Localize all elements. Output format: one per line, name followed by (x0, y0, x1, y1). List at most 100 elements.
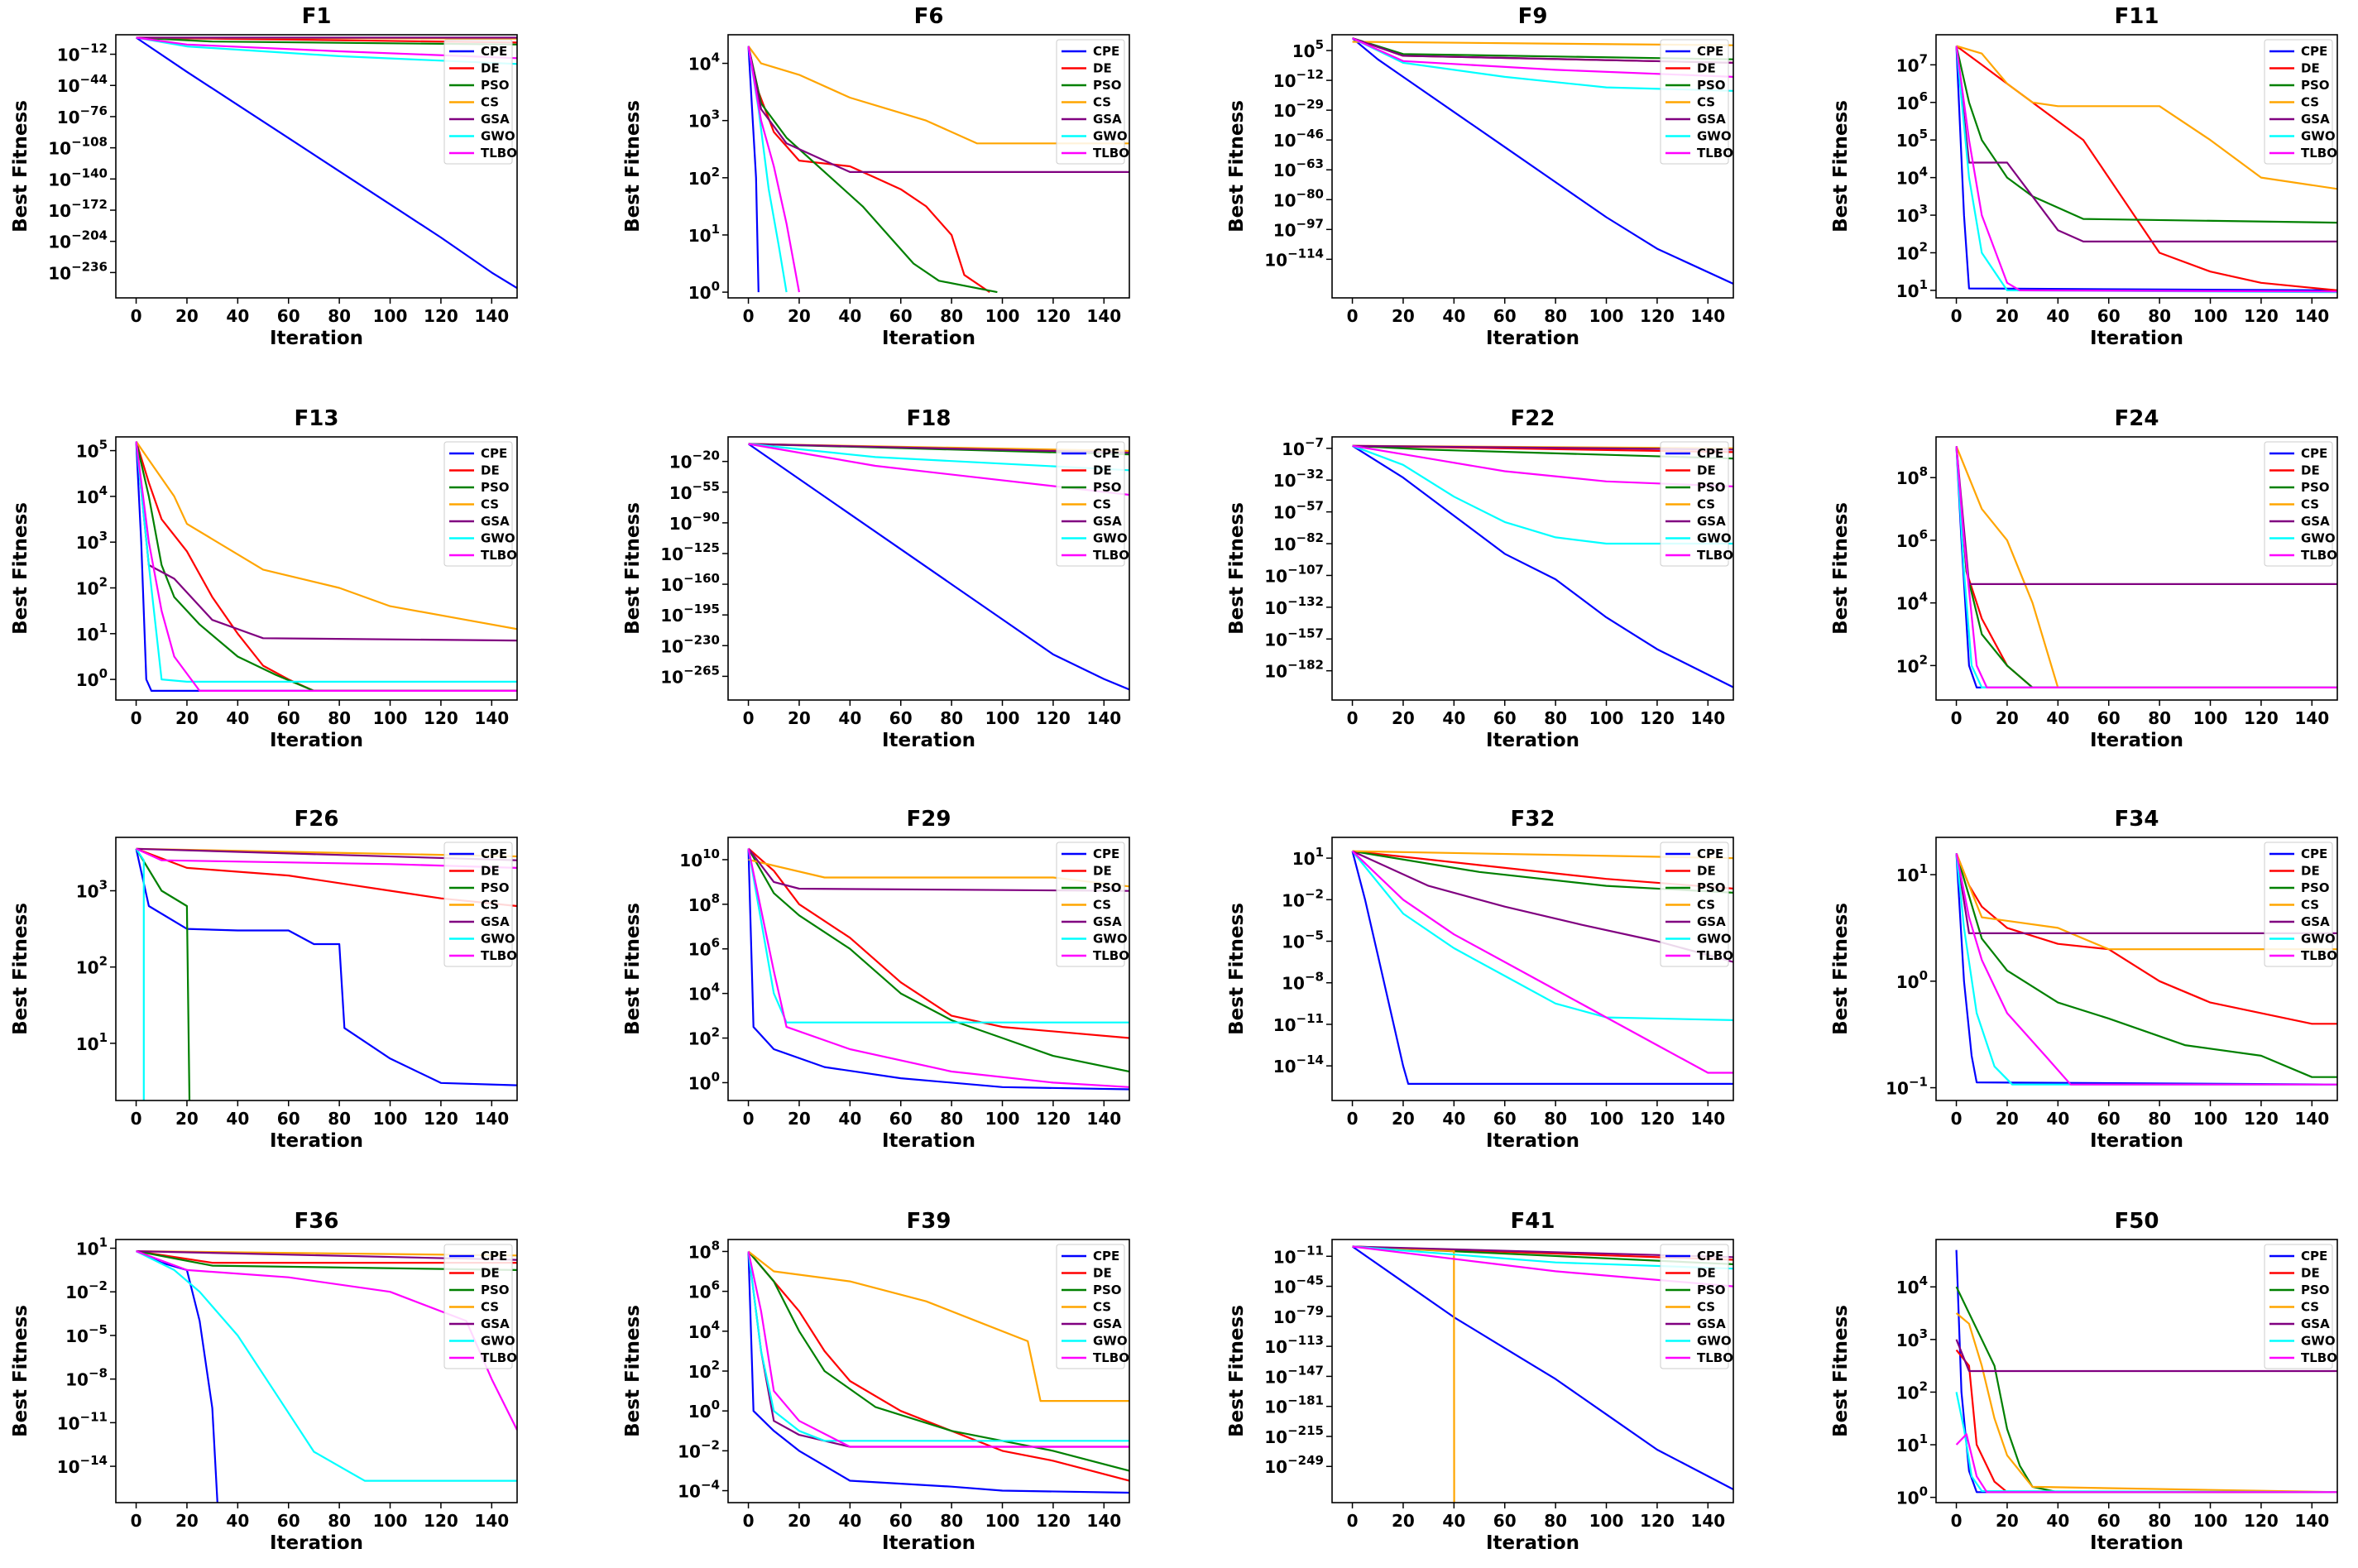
y-tick-label: 100 (688, 1398, 720, 1422)
y-tick-label: 100 (1896, 968, 1928, 992)
legend-label-cs: CS (481, 95, 499, 110)
x-axis-label: Iteration (1486, 1532, 1579, 1554)
series-line-tlbo (1955, 1433, 2337, 1494)
y-axis-label: Best Fitness (622, 502, 644, 635)
legend-label-gwo: GWO (2301, 1334, 2336, 1349)
x-tick-label: 120 (2244, 1511, 2279, 1531)
legend-label-gsa: GSA (481, 1316, 510, 1331)
series-line-gsa (747, 46, 1129, 173)
x-axis-label: Iteration (2090, 328, 2183, 349)
series-line-de (1955, 45, 2337, 291)
legend-label-cpe: CPE (1093, 446, 1119, 461)
y-axis-label: Best Fitness (10, 100, 31, 233)
y-tick-label: 10−7 (1282, 435, 1324, 459)
y-tick-label: 10−11 (1273, 1243, 1324, 1267)
y-tick-label: 10−215 (1264, 1423, 1324, 1447)
y-tick-label: 10−45 (1273, 1273, 1324, 1297)
x-tick-label: 0 (131, 1511, 142, 1531)
x-tick-label: 40 (1442, 306, 1465, 326)
x-tick-label: 0 (131, 306, 142, 326)
y-tick-label: 104 (1896, 1273, 1928, 1297)
x-axis-label: Iteration (1486, 730, 1579, 751)
legend-label-cs: CS (481, 898, 499, 913)
legend-label-cpe: CPE (2301, 846, 2327, 861)
y-tick-label: 107 (1896, 51, 1928, 75)
series-line-gwo (1352, 37, 1733, 92)
y-tick-label: 10−63 (1273, 156, 1324, 180)
y-tick-label: 10−90 (669, 510, 720, 534)
y-tick-label: 104 (1896, 590, 1928, 614)
series-line-gwo (1955, 1392, 2337, 1494)
x-tick-label: 20 (175, 1109, 199, 1129)
y-tick-label: 10−140 (48, 165, 108, 189)
legend-label-cpe: CPE (1697, 44, 1723, 59)
series-line-tlbo (1955, 46, 2337, 293)
legend-label-gsa: GSA (1093, 914, 1122, 929)
plot-frame (1331, 34, 1734, 299)
y-tick-label: 104 (1896, 165, 1928, 189)
y-tick-label: 105 (1896, 127, 1928, 151)
legend-label-tlbo: TLBO (1093, 948, 1129, 963)
chart-f34: F34 0 20 40 60 80 100 120 140 101 100 10−1 Iteration… (1830, 807, 2338, 1152)
legend-label-gwo: GWO (2301, 531, 2336, 546)
series-line-cpe (1351, 37, 1733, 285)
x-tick-label: 80 (328, 306, 351, 326)
y-tick-label: 10−12 (1273, 67, 1324, 91)
legend-label-de: DE (1093, 61, 1112, 76)
chart-f50: F50 0 20 40 60 80 100 120 140 100 101 102 103 104 Iter… (1830, 1209, 2338, 1554)
x-axis-label: Iteration (270, 1130, 363, 1152)
legend-label-cs: CS (1697, 497, 1715, 512)
y-tick-label: 103 (688, 108, 720, 132)
x-tick-label: 120 (1036, 1109, 1071, 1129)
y-tick-label: 10−29 (1273, 97, 1324, 121)
y-axis-label: Best Fitness (1830, 1305, 1852, 1437)
y-tick-label: 10−1 (1886, 1075, 1928, 1099)
series-line-pso (1955, 852, 2337, 1078)
legend-label-cpe: CPE (481, 1249, 507, 1264)
y-tick-label: 102 (76, 575, 108, 599)
chart-title: F29 (907, 807, 951, 832)
x-tick-label: 60 (277, 708, 300, 728)
y-tick-label: 101 (1292, 845, 1324, 869)
y-tick-label: 102 (688, 1358, 720, 1382)
x-axis-label: Iteration (2090, 1130, 2183, 1152)
series-line-de (747, 847, 1129, 1039)
x-tick-label: 100 (2193, 306, 2228, 326)
y-tick-label: 10−55 (669, 479, 720, 503)
legend-label-cs: CS (1093, 1300, 1111, 1315)
x-tick-label: 0 (743, 306, 755, 326)
x-tick-label: 60 (1493, 708, 1517, 728)
x-tick-label: 100 (2193, 1109, 2228, 1129)
x-tick-label: 0 (1951, 1511, 1963, 1531)
x-axis-label: Iteration (2090, 1532, 2183, 1554)
chart-title: F13 (295, 406, 339, 431)
y-tick-label: 106 (1896, 527, 1928, 551)
y-tick-label: 10−132 (1264, 594, 1324, 618)
y-axis-label: Best Fitness (10, 1305, 31, 1437)
legend-label-gwo: GWO (1093, 932, 1128, 947)
x-tick-label: 40 (838, 306, 861, 326)
legend-label-pso: PSO (1093, 78, 1122, 93)
legend-label-pso: PSO (2301, 480, 2330, 495)
x-tick-label: 40 (226, 306, 249, 326)
y-axis-label: Best Fitness (1226, 1305, 1248, 1437)
x-tick-label: 60 (277, 306, 300, 326)
y-tick-label: 10−195 (660, 602, 720, 626)
x-tick-label: 40 (838, 1511, 861, 1531)
series-line-gwo (1955, 853, 2337, 1086)
x-tick-label: 120 (2244, 1109, 2279, 1129)
legend-label-cpe: CPE (481, 44, 507, 59)
legend-label-gwo: GWO (481, 531, 515, 546)
x-tick-label: 140 (2294, 1511, 2329, 1531)
legend-label-pso: PSO (1697, 880, 1726, 895)
y-tick-label: 103 (1896, 202, 1928, 226)
series-line-tlbo (747, 1251, 1129, 1448)
x-tick-label: 120 (1036, 306, 1071, 326)
legend-label-gsa: GSA (1093, 1316, 1122, 1331)
series-line-cs (747, 1250, 1129, 1403)
x-tick-label: 0 (1347, 1109, 1359, 1129)
